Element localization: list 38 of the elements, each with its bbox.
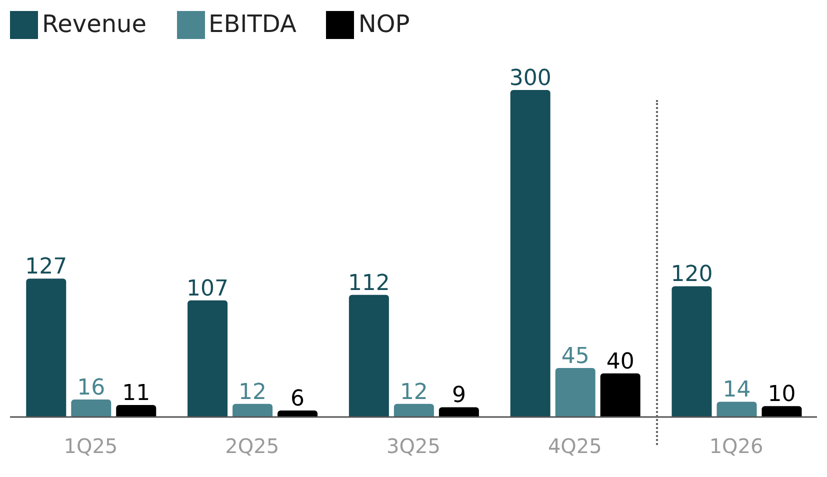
data-label: 107 xyxy=(186,276,229,302)
bar xyxy=(510,90,550,417)
data-label: 120 xyxy=(670,262,713,288)
bar xyxy=(278,410,318,417)
bar xyxy=(188,300,228,417)
data-label: 112 xyxy=(348,270,390,296)
data-label: 14 xyxy=(722,378,751,403)
bar xyxy=(762,406,802,417)
bar xyxy=(438,407,479,417)
bar xyxy=(348,294,389,417)
bar xyxy=(600,373,640,417)
data-label: 16 xyxy=(77,376,106,401)
bar xyxy=(26,278,66,417)
bar xyxy=(116,405,156,417)
data-label: 300 xyxy=(509,66,552,91)
data-label: 45 xyxy=(561,344,590,369)
legend-label: EBITDA xyxy=(208,10,296,38)
bar xyxy=(555,368,596,417)
data-label: 11 xyxy=(122,381,150,406)
data-label: 40 xyxy=(606,349,634,374)
bar xyxy=(394,404,434,417)
bar xyxy=(672,286,712,417)
data-label: 127 xyxy=(25,254,68,280)
data-label: 10 xyxy=(768,382,796,408)
data-label: 9 xyxy=(452,383,466,408)
legend-label: NOP xyxy=(358,10,410,38)
x-tick-label: 1Q25 xyxy=(64,434,118,458)
x-tick-label: 2Q25 xyxy=(225,434,280,458)
bar xyxy=(71,400,112,417)
bar xyxy=(716,402,757,417)
x-tick-label: 1Q26 xyxy=(709,434,764,458)
data-label: 6 xyxy=(290,386,305,412)
data-label: 12 xyxy=(400,380,428,405)
x-tick-label: 3Q25 xyxy=(386,434,440,458)
legend-label: Revenue xyxy=(42,10,147,38)
x-tick-label: 4Q25 xyxy=(548,434,602,458)
bar xyxy=(232,404,273,417)
data-label: 12 xyxy=(238,380,267,405)
